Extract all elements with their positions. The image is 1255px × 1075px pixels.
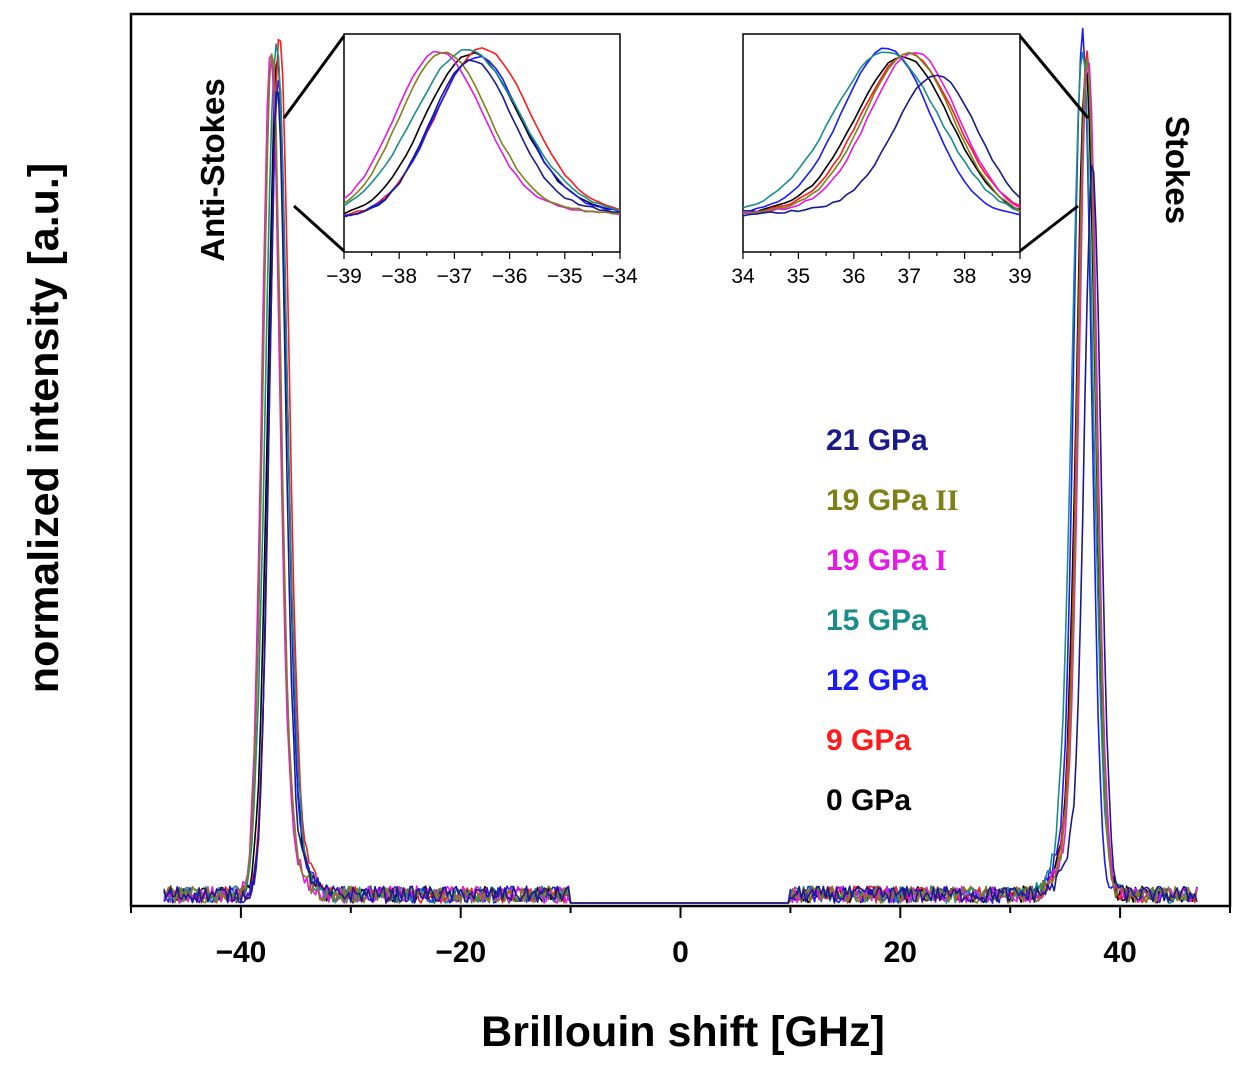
stokes-inset-tick-label: 34 [731, 265, 755, 288]
x-tick-label: 20 [884, 936, 917, 969]
anti-stokes-inset-series-19-gpa-ii [343, 51, 621, 215]
x-tick-label: 40 [1103, 936, 1136, 969]
anti-stokes-inset-tick-label: −37 [437, 265, 473, 288]
x-tick-label: 0 [672, 936, 689, 969]
zoom-connector-anti-stokes-top [282, 35, 346, 119]
anti-stokes-inset-tick-label: −36 [492, 265, 528, 288]
legend-entry-9-gpa: 9 GPa [826, 724, 911, 757]
anti-stokes-inset-series-19-gpa-i [343, 50, 621, 216]
series-line-21-gpa [163, 91, 1198, 904]
zoom-connector-stokes-top [1018, 35, 1090, 119]
stokes-inset-series-19-gpa-i [742, 51, 1021, 215]
stokes-inset-tick-label: 37 [898, 265, 921, 288]
stokes-inset-tick-label: 35 [787, 265, 810, 288]
x-tick-label: −20 [435, 936, 486, 969]
legend-entry-19-gpa-ii: 19 GPa II [826, 484, 959, 517]
x-axis-title: Brillouin shift [GHz] [481, 1008, 885, 1056]
stokes-inset-tick-label: 36 [842, 265, 865, 288]
legend-entry-21-gpa: 21 GPa [826, 424, 928, 457]
inset-content-group: −39 −38 −37 −36 −35 −34 34 35 36 37 38 39 [326, 47, 1032, 288]
legend-entry-12-gpa: 12 GPa [826, 664, 928, 697]
legend-entry-19-gpa-i: 19 GPa I [826, 544, 947, 577]
stokes-inset-tick-label: 39 [1008, 265, 1031, 288]
zoom-connector-anti-stokes-bottom [292, 204, 346, 253]
anti-stokes-inset-tick-label: −35 [547, 265, 583, 288]
x-tick-label: −40 [215, 936, 266, 969]
stokes-inset-tick-label: 38 [953, 265, 976, 288]
legend: 21 GPa 19 GPa II 19 GPa I 15 GPa 12 GPa 9 GPa… [826, 424, 959, 817]
anti-stokes-inset-tick-label: −38 [381, 265, 417, 288]
legend-entry-0-gpa: 0 GPa [826, 784, 911, 817]
anti-stokes-inset-tick-label: −34 [602, 265, 638, 288]
zoom-connector-stokes-bottom [1019, 204, 1079, 253]
legend-entry-15-gpa: 15 GPa [826, 604, 928, 637]
stokes-inset-series-15-gpa [742, 51, 1021, 213]
stokes-inset-series-12-gpa [742, 47, 1021, 216]
anti-stokes-inset-series-21-gpa [343, 59, 621, 218]
main-x-ticks: −40 −20 0 20 40 [130, 906, 1231, 969]
stokes-inset-series-0-gpa [742, 55, 1021, 213]
anti-stokes-inset-frame [343, 33, 621, 253]
anti-stokes-inset-series-15-gpa [343, 48, 621, 212]
main-series-group [163, 27, 1198, 904]
y-axis-title: normalized intensity [a.u.] [20, 163, 68, 693]
stokes-inset-series-21-gpa [742, 74, 1021, 217]
stokes-inset-series-19-gpa-ii [742, 51, 1021, 214]
anti-stokes-label: Anti-Stokes [194, 78, 231, 261]
stokes-inset-series-9-gpa [742, 51, 1021, 214]
anti-stokes-inset-tick-label: −39 [326, 265, 362, 288]
stokes-label: Stokes [1159, 116, 1196, 224]
stokes-inset-frame [742, 33, 1021, 253]
